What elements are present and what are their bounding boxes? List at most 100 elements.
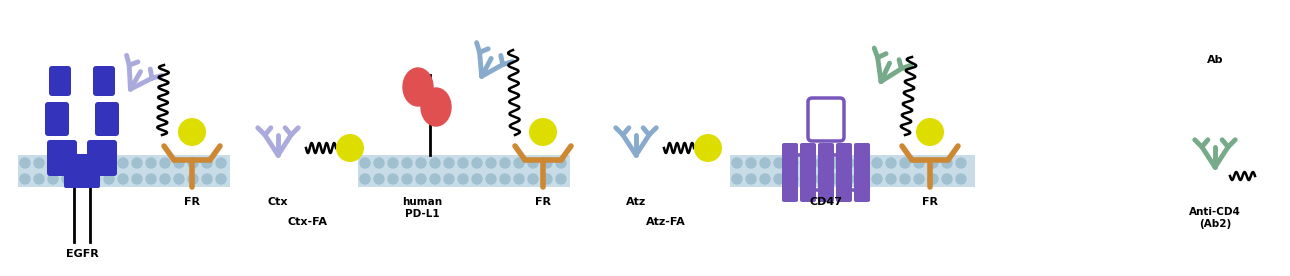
FancyBboxPatch shape — [46, 140, 77, 176]
Circle shape — [915, 158, 924, 168]
Text: Ab: Ab — [1206, 55, 1223, 65]
Circle shape — [829, 158, 840, 168]
Circle shape — [942, 158, 952, 168]
Circle shape — [802, 174, 811, 184]
Circle shape — [817, 158, 826, 168]
FancyBboxPatch shape — [818, 143, 835, 202]
Circle shape — [117, 158, 128, 168]
Circle shape — [76, 174, 86, 184]
Circle shape — [802, 158, 811, 168]
Circle shape — [360, 158, 370, 168]
FancyBboxPatch shape — [80, 154, 101, 172]
Circle shape — [872, 174, 882, 184]
Circle shape — [160, 158, 170, 168]
Circle shape — [872, 158, 882, 168]
Text: Anti-CD4
(Ab2): Anti-CD4 (Ab2) — [1189, 207, 1241, 229]
Text: Ctx: Ctx — [268, 197, 288, 207]
Circle shape — [956, 174, 966, 184]
Circle shape — [829, 174, 840, 184]
Circle shape — [402, 174, 412, 184]
Circle shape — [774, 174, 784, 184]
FancyBboxPatch shape — [80, 170, 101, 188]
Circle shape — [458, 174, 468, 184]
Circle shape — [486, 174, 495, 184]
Text: CD47: CD47 — [810, 197, 842, 207]
Bar — [730, 155, 975, 187]
Circle shape — [374, 174, 384, 184]
Circle shape — [928, 174, 938, 184]
Text: FR: FR — [922, 197, 938, 207]
Circle shape — [132, 158, 142, 168]
Circle shape — [529, 118, 557, 146]
Circle shape — [146, 174, 156, 184]
Circle shape — [430, 174, 440, 184]
Circle shape — [48, 174, 58, 184]
Text: FR: FR — [535, 197, 551, 207]
Circle shape — [430, 158, 440, 168]
Circle shape — [374, 158, 384, 168]
Circle shape — [117, 174, 128, 184]
Circle shape — [844, 158, 854, 168]
Circle shape — [444, 174, 454, 184]
FancyBboxPatch shape — [95, 102, 119, 136]
Circle shape — [188, 158, 197, 168]
Circle shape — [472, 174, 482, 184]
Circle shape — [21, 158, 30, 168]
Circle shape — [774, 158, 784, 168]
Text: Atz-FA: Atz-FA — [646, 217, 686, 227]
FancyBboxPatch shape — [800, 143, 817, 202]
Circle shape — [174, 158, 184, 168]
Circle shape — [415, 158, 426, 168]
Circle shape — [788, 158, 799, 168]
Circle shape — [915, 174, 924, 184]
FancyBboxPatch shape — [93, 66, 115, 96]
Circle shape — [335, 134, 364, 162]
Circle shape — [486, 158, 495, 168]
Circle shape — [528, 174, 538, 184]
Circle shape — [942, 174, 952, 184]
Ellipse shape — [402, 68, 433, 106]
Circle shape — [388, 174, 399, 184]
Circle shape — [731, 174, 742, 184]
Circle shape — [760, 158, 770, 168]
FancyBboxPatch shape — [49, 66, 71, 96]
Circle shape — [21, 174, 30, 184]
Bar — [18, 155, 230, 187]
Circle shape — [501, 174, 510, 184]
Circle shape — [76, 158, 86, 168]
Circle shape — [746, 158, 756, 168]
Circle shape — [817, 174, 826, 184]
Circle shape — [174, 174, 184, 184]
FancyBboxPatch shape — [782, 143, 799, 202]
Circle shape — [188, 174, 197, 184]
FancyBboxPatch shape — [86, 140, 117, 176]
Text: EGFR: EGFR — [66, 249, 98, 259]
Circle shape — [501, 158, 510, 168]
Circle shape — [886, 174, 897, 184]
Circle shape — [132, 174, 142, 184]
Circle shape — [34, 174, 44, 184]
Circle shape — [760, 174, 770, 184]
Text: human
PD-L1: human PD-L1 — [402, 197, 442, 219]
Circle shape — [62, 174, 72, 184]
Circle shape — [160, 174, 170, 184]
Circle shape — [178, 118, 206, 146]
Circle shape — [542, 158, 552, 168]
Circle shape — [788, 174, 799, 184]
Circle shape — [858, 158, 868, 168]
Circle shape — [402, 158, 412, 168]
Circle shape — [62, 158, 72, 168]
FancyBboxPatch shape — [836, 143, 851, 202]
Circle shape — [858, 174, 868, 184]
Circle shape — [458, 158, 468, 168]
Circle shape — [104, 174, 114, 184]
Bar — [359, 155, 570, 187]
Circle shape — [731, 158, 742, 168]
Circle shape — [215, 174, 226, 184]
Circle shape — [104, 158, 114, 168]
Text: Atz: Atz — [626, 197, 646, 207]
Circle shape — [360, 174, 370, 184]
Circle shape — [48, 158, 58, 168]
FancyBboxPatch shape — [45, 102, 68, 136]
Circle shape — [34, 158, 44, 168]
